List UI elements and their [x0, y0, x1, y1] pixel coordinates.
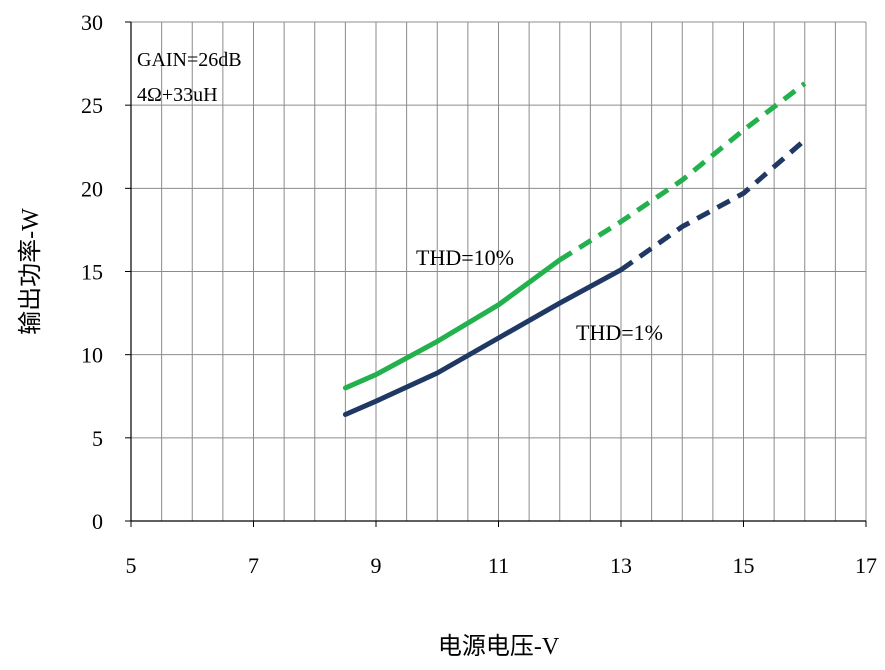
y-tick-label: 10 [81, 343, 103, 368]
series-line-solid-1 [342, 267, 624, 417]
annotation-gain: GAIN=26dB [137, 49, 242, 71]
x-axis-title: 电源电压-V [438, 633, 560, 660]
x-tick-label: 7 [248, 553, 259, 578]
series-label-thd1: THD=1% [576, 320, 663, 345]
series-line-dashed-1 [619, 138, 807, 272]
y-tick-label: 30 [81, 10, 103, 35]
y-axis-title: 输出功率-W [17, 208, 44, 335]
y-tick-label: 15 [81, 260, 103, 285]
series-line-solid-0 [342, 257, 563, 391]
x-tick-label: 11 [488, 553, 509, 578]
series-lines [342, 81, 807, 417]
y-tick-label: 0 [92, 509, 103, 534]
y-tick-label: 25 [81, 93, 103, 118]
x-tick-label: 5 [126, 553, 137, 578]
x-tick-label: 15 [733, 553, 755, 578]
x-tick-label: 13 [610, 553, 632, 578]
x-tick-label: 9 [371, 553, 382, 578]
y-tick-label: 20 [81, 176, 103, 201]
x-tick-label: 17 [855, 553, 877, 578]
series-line-dashed-0 [558, 81, 807, 263]
series-label-thd10: THD=10% [416, 245, 514, 270]
y-tick-label: 5 [92, 426, 103, 451]
annotation-load: 4Ω+33uH [137, 84, 218, 106]
grid [131, 21, 867, 521]
